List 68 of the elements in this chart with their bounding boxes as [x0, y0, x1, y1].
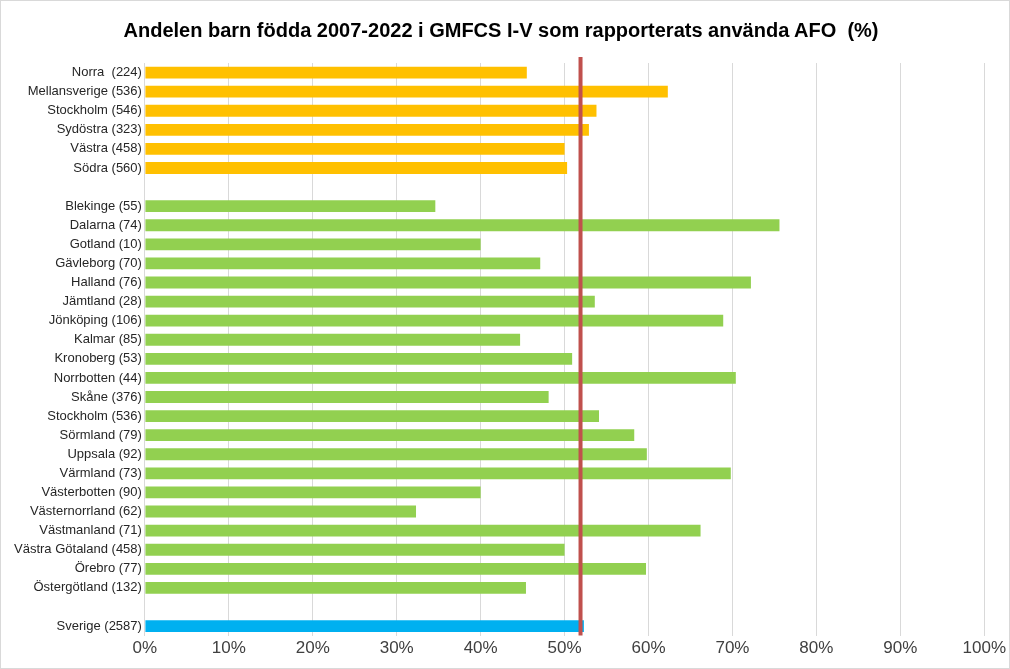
x-tick-label: 100% [962, 638, 1006, 658]
y-tick-label: Stockholm (536) [47, 407, 142, 423]
bar [145, 142, 565, 155]
bar [145, 410, 599, 423]
y-tick-label: Jämtland (28) [62, 293, 142, 309]
x-tick-label: 10% [211, 638, 246, 658]
x-tick-label: 70% [715, 638, 750, 658]
x-tick-label: 90% [883, 638, 918, 658]
bar [145, 66, 527, 79]
bar [145, 295, 595, 308]
bar [145, 200, 436, 213]
y-tick-label: Västra (458) [70, 140, 142, 156]
y-tick-label: Blekinge (55) [65, 197, 142, 213]
bar [145, 524, 701, 537]
y-tick-label: Västmanland (71) [39, 522, 142, 538]
y-tick-label: Stockholm (546) [47, 102, 142, 118]
y-tick-label: Dalarna (74) [69, 216, 142, 232]
bar [145, 219, 780, 232]
bar [145, 85, 668, 98]
bar [145, 352, 573, 365]
bar [145, 429, 635, 442]
bar [145, 276, 751, 289]
bar [145, 372, 736, 384]
y-tick-label: Halland (76) [71, 274, 142, 290]
bar [145, 562, 646, 575]
y-tick-label: Östergötland (132) [33, 579, 142, 595]
bar [145, 162, 568, 174]
y-tick-label: Västernorrland (62) [29, 503, 142, 519]
bar [145, 123, 589, 136]
y-tick-label: Uppsala (92) [67, 445, 142, 461]
x-tick-label: 20% [295, 638, 330, 658]
y-tick-label: Sverige (2587) [56, 617, 142, 633]
bar [145, 543, 565, 556]
bar [145, 620, 584, 632]
y-tick-label: Norrbotten (44) [53, 369, 142, 385]
y-tick-label: Gävleborg (70) [55, 254, 142, 270]
x-tick-label: 80% [799, 638, 834, 658]
y-tick-label: Mellansverige (536) [27, 83, 142, 99]
y-tick-label: Sörmland (79) [59, 426, 142, 442]
y-tick-label: Kronoberg (53) [54, 350, 142, 366]
y-tick-label: Jönköping (106) [48, 312, 142, 328]
y-tick-label: Kalmar (85) [73, 331, 142, 347]
y-tick-label: Norra (224) [71, 64, 142, 80]
bar [145, 314, 724, 327]
bar [145, 238, 481, 251]
y-tick-label: Västerbotten (90) [41, 484, 142, 500]
bar [145, 333, 521, 346]
bar [145, 104, 597, 117]
y-tick-label: Örebro (77) [74, 560, 142, 576]
x-tick-label: 0% [132, 638, 158, 658]
y-tick-label: Värmland (73) [59, 464, 142, 480]
y-tick-label: Västra Götaland (458) [14, 541, 142, 557]
chart-title: Andelen barn födda 2007-2022 i GMFCS I-V som rapporterats använda AFO (%) [123, 18, 879, 41]
bar [145, 467, 731, 480]
bar [145, 448, 647, 461]
bar [145, 505, 417, 518]
x-tick-label: 40% [463, 638, 498, 658]
bar [145, 257, 541, 270]
y-tick-label: Gotland (10) [69, 235, 142, 251]
y-tick-label: Sydöstra (323) [56, 121, 142, 137]
bar [145, 486, 481, 499]
bar [145, 391, 549, 403]
x-tick-label: 60% [631, 638, 666, 658]
y-tick-label: Södra (560) [73, 159, 142, 175]
x-tick-label: 50% [547, 638, 582, 658]
y-tick-label: Skåne (376) [71, 388, 142, 404]
bar [145, 581, 526, 594]
x-tick-label: 30% [379, 638, 414, 658]
